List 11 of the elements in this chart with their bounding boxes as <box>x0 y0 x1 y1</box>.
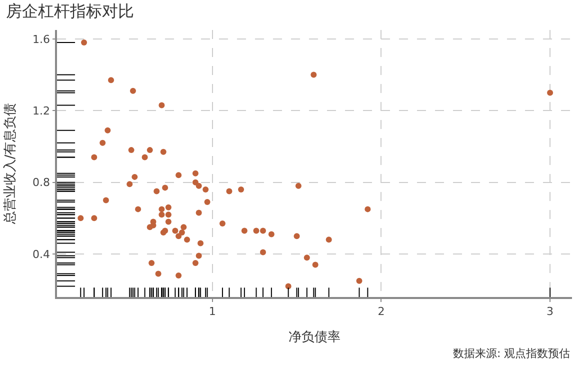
x-tick-label: 2 <box>378 304 385 318</box>
chart-title: 房企杠杆指标对比 <box>6 2 134 21</box>
y-tick-label: 1.6 <box>32 32 50 46</box>
x-tick-label: 1 <box>208 304 216 318</box>
y-axis-title: 总营业收入/有息负债 <box>3 102 18 226</box>
x-tick-label: 3 <box>546 304 554 318</box>
y-tick-label: 0.4 <box>32 248 50 261</box>
source-note: 数据来源: 观点指数预估 <box>453 347 570 360</box>
y-tick-label: 0.8 <box>32 176 50 190</box>
y-tick-label: 1.2 <box>32 104 50 118</box>
x-axis-title: 净负债率 <box>288 329 340 346</box>
